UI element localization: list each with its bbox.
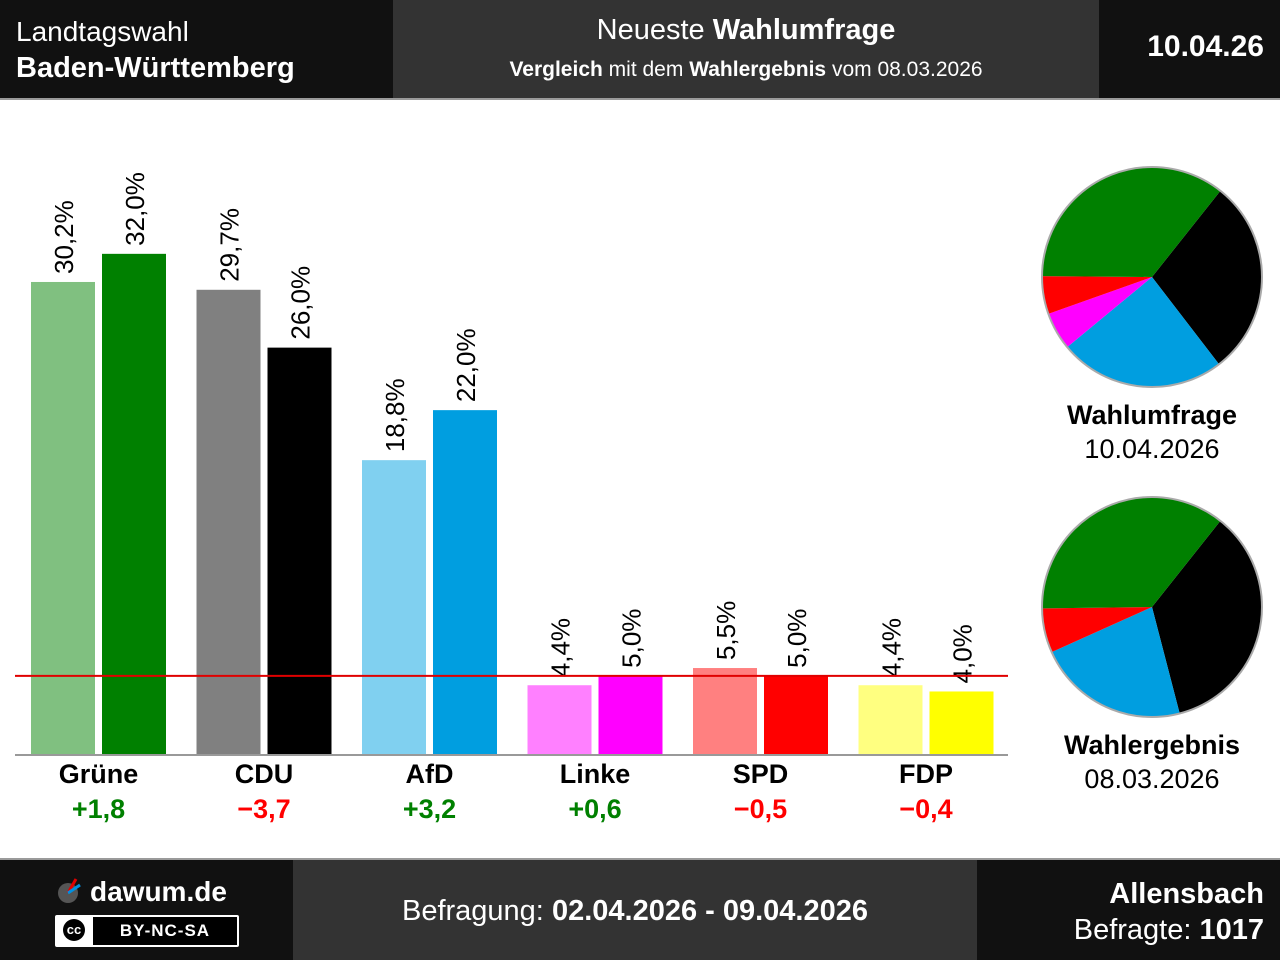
header: Landtagswahl Baden-Württemberg Neueste W… <box>0 0 1280 98</box>
election-type: Landtagswahl <box>16 16 189 47</box>
bar-value-label: 5,0% <box>617 609 647 668</box>
footer-brand-block: dawum.de cc BY-NC-SA <box>0 860 293 960</box>
chart-area: 30,2% 32,0% Grüne +1,8 29,7% 26,0% CDU −3,7 18,8… <box>15 166 1263 824</box>
pie-slice-grüne <box>1042 497 1221 609</box>
bar-linke-previous <box>527 685 592 754</box>
pie-slice-grüne <box>1042 167 1221 277</box>
cc-icon: cc <box>63 919 85 941</box>
bar-value-label: 4,0% <box>948 624 978 683</box>
party-label: AfD <box>406 759 454 789</box>
institute-name: Allensbach <box>1109 878 1264 910</box>
bar-value-label: 18,8% <box>380 378 410 452</box>
respondents-label: Befragte: <box>1073 914 1200 946</box>
poll-date: 10.04.26 <box>1147 30 1264 63</box>
party-label: CDU <box>235 759 294 789</box>
header-date-block: 10.04.26 <box>1099 0 1280 98</box>
bar-fdp-poll <box>929 691 994 754</box>
poll-heading-prefix: Neueste <box>596 14 713 46</box>
brand-name[interactable]: dawum.de <box>90 876 227 907</box>
party-change: +3,2 <box>403 794 456 824</box>
pie-date: 08.03.2026 <box>1084 764 1219 794</box>
bar-fdp-previous <box>858 685 923 754</box>
bar-value-label: 5,0% <box>782 609 812 668</box>
footer-divider <box>0 858 1280 861</box>
survey-dates: 02.04.2026 - 09.04.2026 <box>551 895 868 927</box>
bar-value-label: 30,2% <box>49 200 79 274</box>
region-name: Baden-Württemberg <box>16 52 295 84</box>
bar-cdu-poll <box>267 347 332 754</box>
bar-spd-poll <box>764 675 828 754</box>
bar-linke-poll <box>598 675 663 754</box>
bar-spd-previous <box>693 668 757 754</box>
pie-slice-linke <box>1048 277 1152 348</box>
comparison-bold-1: Vergleich <box>509 58 603 81</box>
license-badge[interactable]: cc BY-NC-SA <box>55 915 239 947</box>
header-title-block: Landtagswahl Baden-Württemberg <box>0 0 393 98</box>
bar-value-label: 4,4% <box>877 618 907 677</box>
pie-slice-spd <box>1042 607 1152 653</box>
pie-slice-afd <box>1051 607 1180 717</box>
comparison-note: Vergleich mit dem Wahlergebnis vom 08.03… <box>393 58 1099 82</box>
party-label: Linke <box>560 759 631 789</box>
pie-title: Wahlumfrage <box>1067 400 1237 430</box>
bar-value-label: 5,5% <box>711 601 741 660</box>
party-change: −0,4 <box>899 794 952 824</box>
bar-value-label: 22,0% <box>451 328 481 402</box>
poll-heading: Neueste Wahlumfrage <box>393 14 1099 47</box>
party-change: +0,6 <box>568 794 621 824</box>
bar-value-label: 4,4% <box>546 618 576 677</box>
party-label: SPD <box>733 759 789 789</box>
party-label: Grüne <box>59 759 139 789</box>
bar-cdu-previous <box>196 289 261 754</box>
bar-value-label: 26,0% <box>286 266 316 340</box>
pie-slice-spd <box>1042 276 1152 314</box>
dawum-logo-icon <box>58 878 81 903</box>
respondents-count: 1017 <box>1199 914 1264 946</box>
comparison-bold-2: Wahlergebnis <box>689 58 827 81</box>
license-text: BY-NC-SA <box>93 917 237 945</box>
party-change: −0,5 <box>734 794 787 824</box>
pie-slice-afd <box>1067 277 1220 388</box>
footer: dawum.de cc BY-NC-SA Befragung: 02.04.20… <box>0 860 1280 960</box>
pie-slice-cdu <box>1152 520 1262 714</box>
respondents: Befragte: 1017 <box>1074 914 1264 947</box>
bar-value-label: 29,7% <box>215 208 245 282</box>
party-change: +1,8 <box>72 794 125 824</box>
comparison-text-2: vom 08.03.2026 <box>826 58 983 81</box>
comparison-text-1: mit dem <box>602 58 690 81</box>
footer-institute-block: Allensbach Befragte: 1017 <box>977 860 1280 960</box>
header-subtitle-block: Neueste Wahlumfrage Vergleich mit dem Wa… <box>393 0 1099 98</box>
survey-period: Befragung: 02.04.2026 - 09.04.2026 <box>293 895 977 928</box>
poll-heading-bold: Wahlumfrage <box>712 14 896 46</box>
bar-afd-poll <box>433 410 497 754</box>
pie-date: 10.04.2026 <box>1084 434 1219 464</box>
party-label: FDP <box>899 759 953 789</box>
bar-afd-previous <box>362 460 426 754</box>
footer-survey-block: Befragung: 02.04.2026 - 09.04.2026 <box>293 860 977 960</box>
bar-grüne-poll <box>102 253 166 754</box>
pie-title: Wahlergebnis <box>1064 730 1240 760</box>
party-change: −3,7 <box>237 794 290 824</box>
bar-value-label: 32,0% <box>120 172 150 246</box>
header-divider <box>0 98 1280 100</box>
pie-outline <box>1041 496 1263 718</box>
survey-label: Befragung: <box>401 895 552 927</box>
pie-slice-cdu <box>1152 190 1262 365</box>
pie-outline <box>1041 166 1263 388</box>
bar-grüne-previous <box>31 281 95 754</box>
